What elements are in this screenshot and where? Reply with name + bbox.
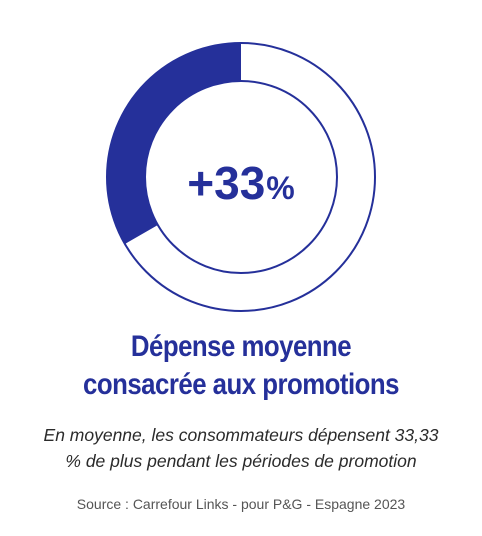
- description-line-1: En moyenne, les consommateurs dépensent …: [43, 425, 439, 445]
- description-line-2: % de plus pendant les périodes de promot…: [65, 451, 417, 471]
- donut-segment-filled: [106, 43, 241, 244]
- heading-line-1: Dépense moyenne: [130, 330, 352, 363]
- source-citation: Source : Carrefour Links - pour P&G - Es…: [76, 496, 406, 512]
- donut-center-value: +33%: [187, 157, 294, 209]
- heading-line-2: consacrée aux promotions: [83, 368, 399, 401]
- donut-chart: +33%: [106, 42, 376, 312]
